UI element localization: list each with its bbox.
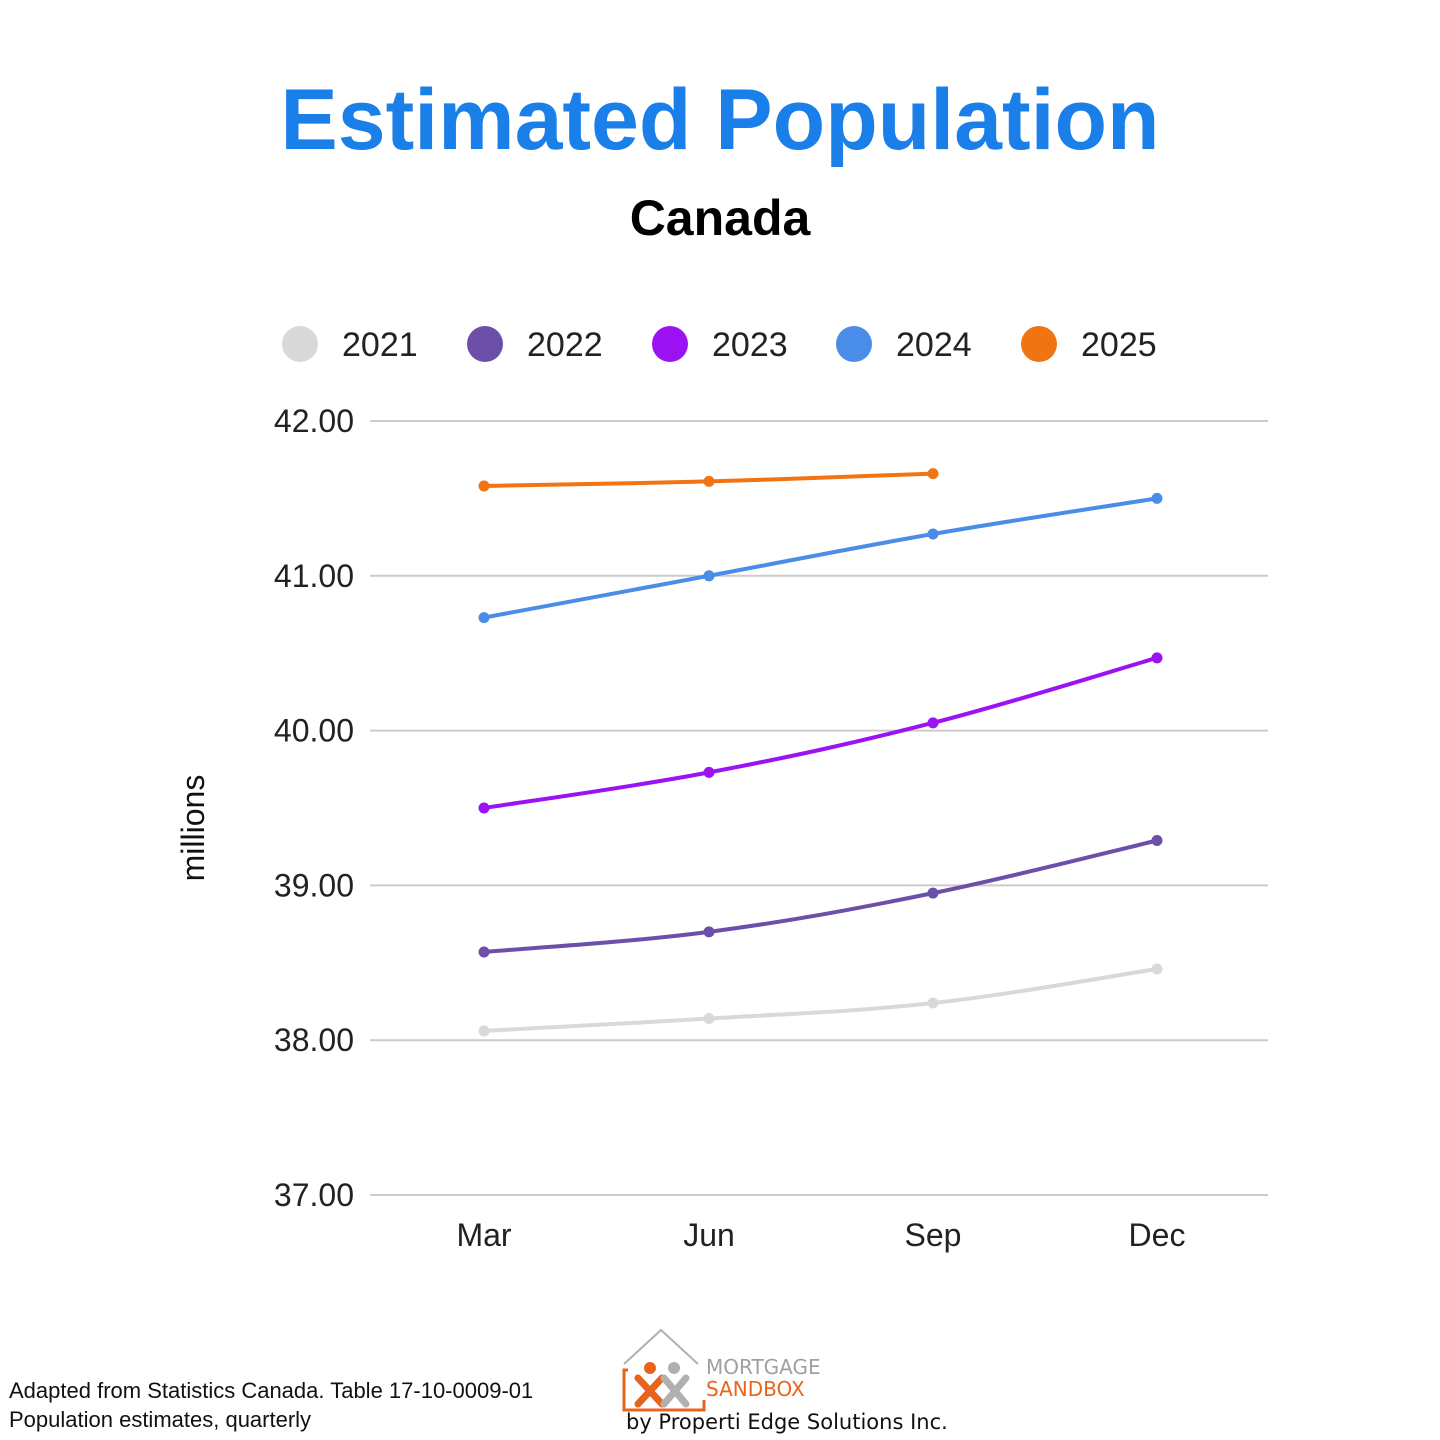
y-tick-label: 42.00: [274, 403, 354, 439]
x-axis-ticks: Mar Jun Sep Dec: [456, 1217, 1185, 1253]
x-tick-label: Mar: [456, 1217, 511, 1253]
logo-x-gray-icon: [660, 1374, 690, 1408]
legend-swatch: [1021, 326, 1057, 362]
data-point: [927, 717, 939, 729]
legend-label: 2024: [896, 326, 972, 364]
data-point: [927, 468, 939, 480]
data-point: [478, 946, 490, 958]
source-note: Adapted from Statistics Canada. Table 17…: [9, 1376, 533, 1434]
logo-byline: by Properti Edge Solutions Inc.: [626, 1410, 948, 1434]
grid: [370, 420, 1268, 1196]
y-tick-label: 40.00: [274, 713, 354, 749]
data-point: [703, 570, 715, 582]
data-point: [478, 480, 490, 492]
logo-bracket-icon: [622, 1368, 706, 1412]
logo-house-roof-icon: [623, 1328, 699, 1365]
legend: 2021 2022 2023 2024 2025: [282, 326, 1157, 364]
source-line-1: Adapted from Statistics Canada. Table 17…: [9, 1378, 534, 1403]
series-lines: [478, 468, 1163, 1037]
data-point: [927, 528, 939, 540]
legend-swatch: [282, 326, 318, 362]
legend-item-2025: 2025: [1021, 326, 1157, 364]
data-point: [703, 1013, 715, 1025]
legend-item-2022: 2022: [467, 326, 603, 364]
x-tick-label: Sep: [905, 1217, 962, 1253]
mortgage-sandbox-logo: MORTGAGE SANDBOX: [622, 1328, 821, 1412]
series-2025: [478, 468, 939, 492]
series-2024: [478, 492, 1163, 624]
y-tick-label: 39.00: [274, 867, 354, 903]
logo-person-icon: [644, 1362, 656, 1374]
source-line-2: Population estimates, quarterly: [9, 1407, 312, 1432]
legend-label: 2025: [1081, 326, 1157, 364]
legend-item-2021: 2021: [282, 326, 418, 364]
series-line: [482, 838, 1159, 954]
line-chart: 2021 2022 2023 2024 2025 37.00 38.00 39.00 40.0…: [175, 326, 1268, 1253]
y-tick-label: 38.00: [274, 1022, 354, 1058]
data-point: [703, 766, 715, 778]
logo-text-sandbox: SANDBOX: [706, 1377, 805, 1401]
x-tick-label: Dec: [1129, 1217, 1186, 1253]
series-line: [482, 496, 1159, 620]
legend-item-2024: 2024: [836, 326, 972, 364]
logo-person-gray-icon: [668, 1362, 680, 1374]
legend-item-2023: 2023: [652, 326, 788, 364]
legend-swatch: [467, 326, 503, 362]
data-point: [478, 612, 490, 624]
data-point: [1151, 963, 1163, 975]
data-point: [1151, 492, 1163, 504]
legend-label: 2022: [527, 326, 603, 364]
data-point: [703, 926, 715, 938]
legend-swatch: [652, 326, 688, 362]
y-tick-label: 37.00: [274, 1177, 354, 1213]
legend-label: 2023: [712, 326, 788, 364]
y-tick-label: 41.00: [274, 558, 354, 594]
series-2022: [478, 835, 1163, 958]
data-point: [478, 1025, 490, 1037]
series-2023: [478, 652, 1163, 814]
chart-title: Estimated Population: [280, 72, 1160, 168]
chart-subtitle: Canada: [629, 190, 811, 246]
x-tick-label: Jun: [683, 1217, 735, 1253]
series-line: [482, 966, 1159, 1033]
y-axis-ticks: 37.00 38.00 39.00 40.00 41.00 42.00: [274, 403, 354, 1213]
series-line: [482, 655, 1159, 810]
data-point: [1151, 652, 1163, 664]
legend-label: 2021: [342, 326, 418, 364]
logo-x-orange-icon: [634, 1374, 666, 1408]
legend-swatch: [836, 326, 872, 362]
data-point: [478, 802, 490, 814]
logo-text-mortgage: MORTGAGE: [706, 1355, 821, 1379]
data-point: [927, 887, 939, 899]
y-axis-title: millions: [175, 775, 211, 882]
data-point: [1151, 835, 1163, 847]
data-point: [927, 997, 939, 1009]
series-2021: [478, 963, 1163, 1037]
data-point: [703, 475, 715, 487]
